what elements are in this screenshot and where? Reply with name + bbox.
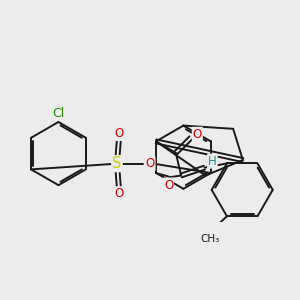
Text: CH₃: CH₃ (201, 234, 220, 244)
Text: S: S (112, 156, 122, 171)
Text: Cl: Cl (52, 106, 64, 119)
Text: O: O (114, 127, 123, 140)
Text: H: H (208, 154, 217, 168)
Text: O: O (164, 178, 173, 191)
Text: O: O (193, 128, 202, 141)
Text: O: O (146, 157, 154, 170)
Text: O: O (114, 187, 123, 200)
